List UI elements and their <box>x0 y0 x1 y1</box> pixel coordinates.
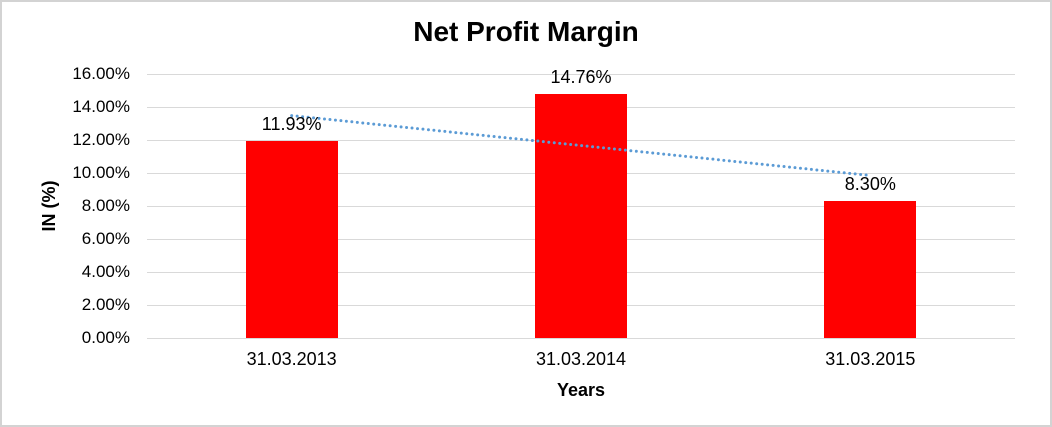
chart-title: Net Profit Margin <box>413 16 639 47</box>
y-tick-label: 4.00% <box>81 262 130 281</box>
bar <box>535 94 627 338</box>
y-tick-label: 8.00% <box>81 196 130 215</box>
y-tick-label: 0.00% <box>81 328 130 347</box>
y-tick-label: 2.00% <box>81 295 130 314</box>
x-axis-title: Years <box>556 380 606 400</box>
bar <box>245 141 338 338</box>
y-tick-label: 10.00% <box>72 163 130 182</box>
x-tick-label: 31.03.2013 <box>246 349 337 369</box>
y-tick-label: 14.00% <box>72 97 130 116</box>
bar-value-label: 14.76% <box>550 67 612 88</box>
bar-value-label: 11.93% <box>261 114 322 135</box>
bar-value-label: 8.30% <box>844 174 896 195</box>
x-axis-line <box>147 337 1015 339</box>
y-tick-label: 6.00% <box>81 229 130 248</box>
x-tick-label: 31.03.2015 <box>825 349 916 369</box>
y-tick-label: 16.00% <box>72 64 130 83</box>
bar <box>824 201 917 338</box>
gridline <box>147 73 1015 75</box>
y-tick-label: 12.00% <box>72 130 130 149</box>
x-tick-label: 31.03.2014 <box>535 349 627 369</box>
